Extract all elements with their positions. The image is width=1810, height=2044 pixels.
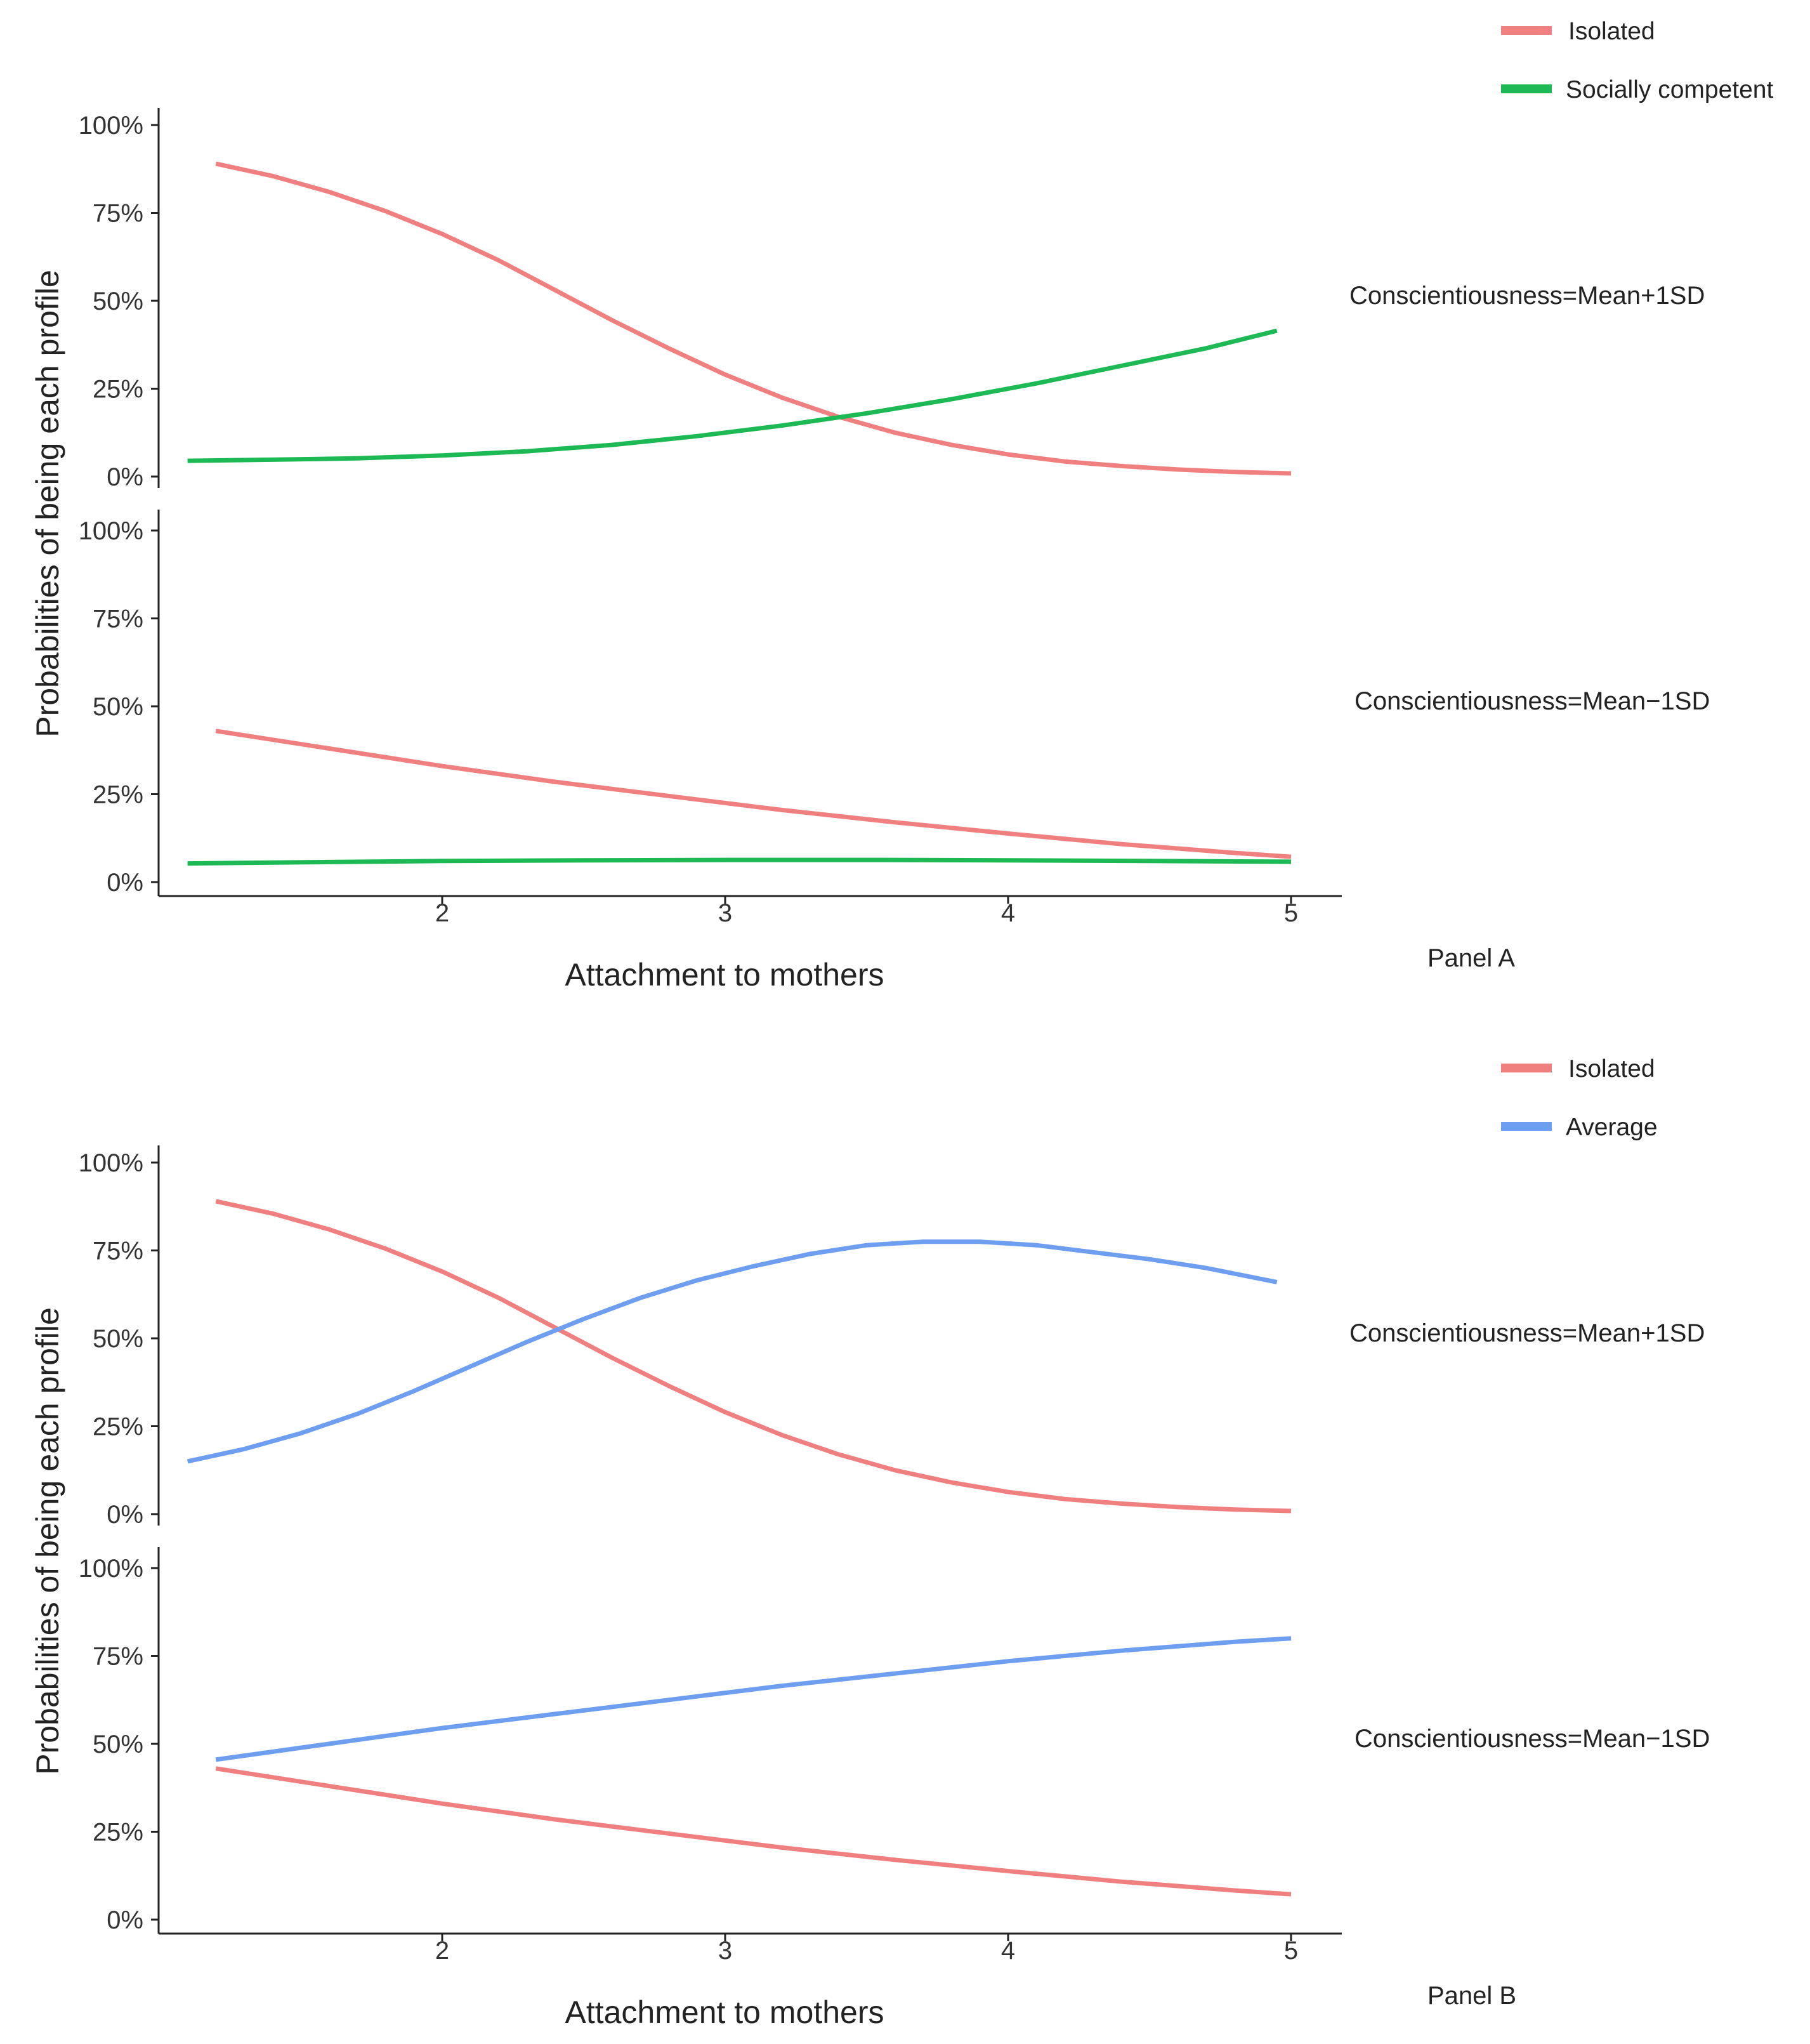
y-tick-label: 50%	[93, 1325, 143, 1353]
x-tick-label: 5	[1284, 1937, 1298, 1965]
series-line-socially-competent	[187, 328, 1278, 463]
legend-label: Isolated	[1568, 1055, 1655, 1083]
panel-label: Panel A	[1427, 944, 1515, 972]
series-line-average	[187, 1239, 1278, 1464]
y-tick-label: 50%	[93, 1731, 143, 1758]
facet-strip-label: Conscientiousness=Mean+1SD	[1349, 282, 1705, 310]
legend-label: Socially competent	[1566, 76, 1773, 103]
facet-mean-plus-1sd: 0% 25% 50% 75% 100% Conscientiousness=Mean+1S…	[79, 1145, 1705, 1529]
y-tick-label: 50%	[93, 287, 143, 315]
panel-a: Probabilities of being each profile 0% 25%…	[30, 18, 1773, 992]
x-axis-title: Attachment to mothers	[565, 1995, 884, 2030]
series-line-isolated	[215, 729, 1292, 859]
legend: Isolated Average	[1501, 1055, 1658, 1141]
panel-b: Probabilities of being each profile 0% 25%…	[30, 1055, 1710, 2030]
y-tick-label: 100%	[79, 517, 143, 545]
series-line-isolated	[215, 1766, 1292, 1897]
y-tick-label: 75%	[93, 200, 143, 228]
y-tick-label: 25%	[93, 1819, 143, 1847]
facet-mean-minus-1sd: 0% 25% 50% 75% 100% Conscientiousness=Mean−1S…	[79, 1547, 1710, 1934]
y-tick-label: 25%	[93, 781, 143, 809]
panel-label: Panel B	[1427, 1982, 1516, 2010]
x-tick-label: 2	[435, 899, 449, 927]
facet-strip-label: Conscientiousness=Mean+1SD	[1349, 1319, 1705, 1347]
y-tick-label: 25%	[93, 1413, 143, 1441]
series-line-isolated	[215, 1199, 1292, 1513]
y-tick-label: 25%	[93, 376, 143, 404]
legend-label: Average	[1566, 1114, 1658, 1141]
x-tick-label: 3	[718, 1937, 732, 1965]
facet-mean-plus-1sd: 0% 25% 50% 75% 100% Conscientiousness=Mean+1S…	[79, 108, 1705, 491]
x-tick-label: 4	[1001, 899, 1015, 927]
x-axis-title: Attachment to mothers	[565, 957, 884, 992]
y-tick-label: 0%	[107, 869, 143, 897]
facet-mean-minus-1sd: 0% 25% 50% 75% 100% Conscientiousness=Mean−1S…	[79, 510, 1710, 897]
y-tick-label: 0%	[107, 1906, 143, 1934]
series-line-isolated	[215, 161, 1292, 476]
y-tick-label: 50%	[93, 693, 143, 721]
facet-strip-label: Conscientiousness=Mean−1SD	[1354, 687, 1710, 715]
y-tick-label: 0%	[107, 1501, 143, 1529]
series-line-socially-competent	[187, 857, 1292, 866]
y-tick-label: 100%	[79, 112, 143, 140]
y-tick-label: 75%	[93, 1643, 143, 1671]
legend: Isolated Socially competent	[1501, 18, 1773, 103]
y-tick-label: 100%	[79, 1555, 143, 1583]
facet-strip-label: Conscientiousness=Mean−1SD	[1354, 1725, 1710, 1753]
y-tick-label: 75%	[93, 1237, 143, 1265]
x-tick-label: 2	[435, 1937, 449, 1965]
y-axis-title: Probabilities of being each profile	[30, 270, 65, 737]
x-tick-label: 5	[1284, 899, 1298, 927]
x-tick-label: 3	[718, 899, 732, 927]
y-tick-label: 100%	[79, 1149, 143, 1177]
y-tick-label: 75%	[93, 605, 143, 633]
x-tick-label: 4	[1001, 1937, 1015, 1965]
y-axis-title: Probabilities of being each profile	[30, 1307, 65, 1775]
y-tick-label: 0%	[107, 463, 143, 491]
legend-label: Isolated	[1568, 18, 1655, 45]
series-line-average	[215, 1636, 1292, 1762]
